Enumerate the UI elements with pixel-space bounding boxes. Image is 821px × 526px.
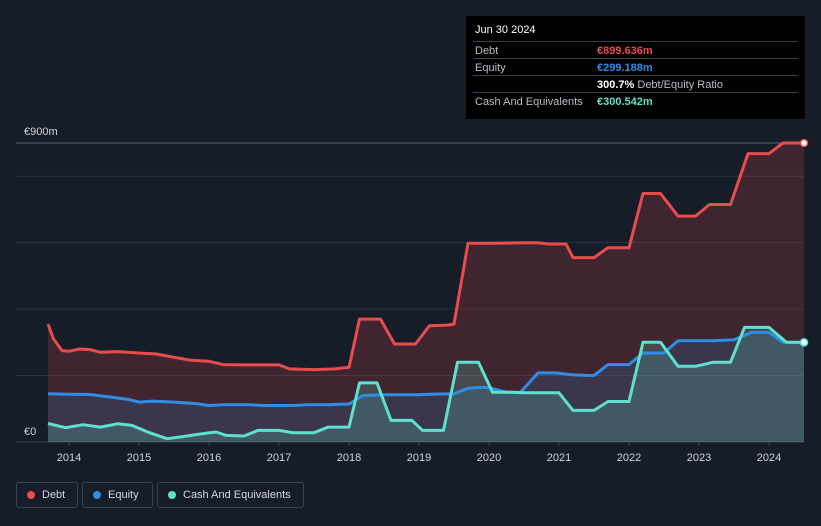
tooltip-value: €899.636m xyxy=(597,45,653,57)
x-tick-label: 2019 xyxy=(407,452,431,464)
cash-and-equivalents-area xyxy=(48,327,804,442)
equity-dot-icon xyxy=(93,491,101,499)
y-tick-label: €0 xyxy=(24,426,36,438)
x-tick-label: 2014 xyxy=(57,452,81,464)
x-tick-label: 2017 xyxy=(267,452,291,464)
cash-and-equivalents-line xyxy=(47,325,804,441)
debt-end-marker xyxy=(799,138,809,148)
cash-dot-icon xyxy=(168,491,176,499)
x-tick-label: 2023 xyxy=(687,452,711,464)
legend-label: Debt xyxy=(42,489,66,501)
tooltip-label: Equity xyxy=(475,62,506,74)
legend-label: Equity xyxy=(108,489,139,501)
legend-item-equity[interactable]: Equity xyxy=(82,482,153,508)
tooltip-label: Debt/Equity Ratio xyxy=(637,79,723,91)
equity-area xyxy=(48,332,804,442)
x-tick-label: 2022 xyxy=(617,452,641,464)
debt-dot-icon xyxy=(27,491,35,499)
x-tick-label: 2024 xyxy=(757,452,781,464)
x-tick-label: 2021 xyxy=(547,452,571,464)
tooltip-date: Jun 30 2024 xyxy=(475,24,536,36)
tooltip-row-debt: Debt €899.636m xyxy=(473,41,798,59)
x-tick-label: 2016 xyxy=(197,452,221,464)
tooltip-label: Cash And Equivalents xyxy=(475,96,583,108)
equity-line xyxy=(47,330,805,407)
legend-item-debt[interactable]: Debt xyxy=(16,482,78,508)
tooltip-label: Debt xyxy=(475,45,499,57)
tooltip-value: €300.542m xyxy=(597,96,653,108)
tooltip-row-equity: Equity €299.188m xyxy=(473,58,798,76)
legend-item-cash[interactable]: Cash And Equivalents xyxy=(157,482,304,508)
tooltip: Jun 30 2024 Debt €899.636m Equity €299.1… xyxy=(466,16,805,119)
x-tick-label: 2018 xyxy=(337,452,361,464)
x-tick-label: 2020 xyxy=(477,452,501,464)
cash-and-equivalents-end-marker xyxy=(799,338,809,347)
y-tick-label: €900m xyxy=(24,126,58,138)
chart-area: 2014 2015 2016 2017 2018 2019 2020 2021 2022 2023… xyxy=(16,126,809,464)
tooltip-value: 300.7% xyxy=(597,79,635,91)
debt-area xyxy=(48,143,804,442)
tooltip-row-cash: Cash And Equivalents €300.542m xyxy=(473,92,798,110)
legend: Debt Equity Cash And Equivalents xyxy=(16,482,304,510)
x-tick-label: 2015 xyxy=(127,452,151,464)
tooltip-row-ratio: 300.7% Debt/Equity Ratio xyxy=(473,75,798,93)
legend-label: Cash And Equivalents xyxy=(183,489,291,501)
tooltip-value: €299.188m xyxy=(597,62,653,74)
debt-line xyxy=(46,141,804,372)
